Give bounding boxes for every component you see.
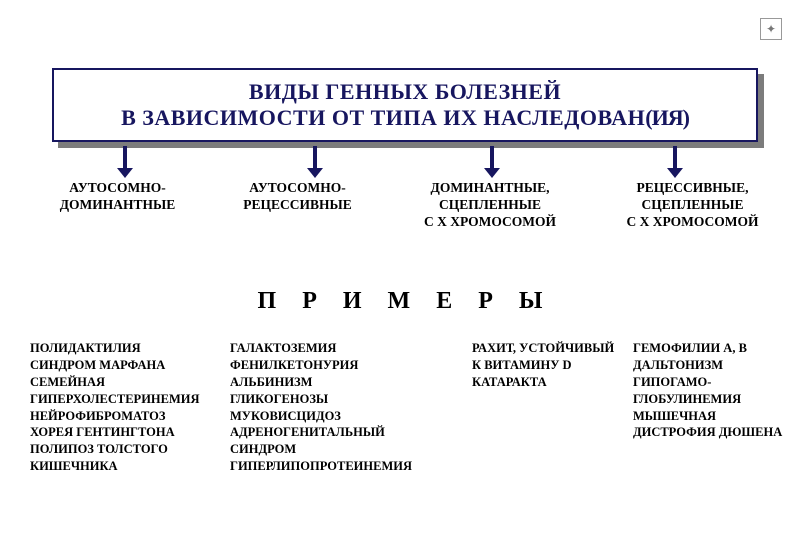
cat-head-x: С Х ХРОМОСОМОЙ xyxy=(626,214,758,231)
example-item: МЫШЕЧНАЯ xyxy=(615,408,790,425)
title-line-2-suffix: (ИЯ) xyxy=(645,105,689,130)
example-item: ГЕМОФИЛИИ А, В xyxy=(615,340,790,357)
example-item: РАХИТ, УСТОЙЧИВЫЙ xyxy=(450,340,625,357)
examples-col-1: ПОЛИДАКТИЛИЯ СИНДРОМ МАРФАНА СЕМЕЙНАЯ ГИ… xyxy=(30,340,230,475)
example-item: СИНДРОМ МАРФАНА xyxy=(30,357,230,374)
example-item: ГЛИКОГЕНОЗЫ xyxy=(230,391,440,408)
title-line-2: В ЗАВИСИМОСТИ ОТ ТИПА ИХ НАСЛЕДОВАН(ИЯ) xyxy=(121,105,689,131)
example-item: КАТАРАКТА xyxy=(450,374,625,391)
category-headers: АУТОСОМНО- ДОМИНАНТНЫЕ АУТОСОМНО- РЕЦЕСС… xyxy=(30,180,790,231)
example-item: ГИПЕРХОЛЕСТЕРИНЕМИЯ xyxy=(30,391,230,408)
examples-row: ПОЛИДАКТИЛИЯ СИНДРОМ МАРФАНА СЕМЕЙНАЯ ГИ… xyxy=(30,340,790,475)
example-item: АЛЬБИНИЗМ xyxy=(230,374,440,391)
corner-decor-icon: ✦ xyxy=(760,18,782,40)
example-item: К ВИТАМИНУ D xyxy=(450,357,625,374)
example-item: ГАЛАКТОЗЕМИЯ xyxy=(230,340,440,357)
cat-head: ДОМИНАНТНЫЕ xyxy=(60,197,176,214)
arrow-icon xyxy=(313,146,317,170)
example-item: СИНДРОМ xyxy=(230,441,440,458)
example-item: ГИПОГАМО- xyxy=(615,374,790,391)
example-item: КИШЕЧНИКА xyxy=(30,458,230,475)
example-item: НЕЙРОФИБРОМАТОЗ xyxy=(30,408,230,425)
title-container: ВИДЫ ГЕННЫХ БОЛЕЗНЕЙ В ЗАВИСИМОСТИ ОТ ТИ… xyxy=(52,68,758,142)
example-item: ХОРЕЯ ГЕНТИНГТОНА xyxy=(30,424,230,441)
category-col-1: АУТОСОМНО- ДОМИНАНТНЫЕ xyxy=(30,180,205,231)
example-item: ПОЛИПОЗ ТОЛСТОГО xyxy=(30,441,230,458)
category-col-4: РЕЦЕССИВНЫЕ, СЦЕПЛЕННЫЕ С Х ХРОМОСОМОЙ xyxy=(595,180,790,231)
arrow-icon xyxy=(123,146,127,170)
example-item: ДАЛЬТОНИЗМ xyxy=(615,357,790,374)
example-item: ГЛОБУЛИНЕМИЯ xyxy=(615,391,790,408)
examples-col-2: ГАЛАКТОЗЕМИЯ ФЕНИЛКЕТОНУРИЯ АЛЬБИНИЗМ ГЛ… xyxy=(230,340,440,475)
example-item: ДИСТРОФИЯ ДЮШЕНА xyxy=(615,424,790,441)
example-item: ФЕНИЛКЕТОНУРИЯ xyxy=(230,357,440,374)
example-item: СЕМЕЙНАЯ xyxy=(30,374,230,391)
example-item: МУКОВИСЦИДОЗ xyxy=(230,408,440,425)
title-line-1: ВИДЫ ГЕННЫХ БОЛЕЗНЕЙ xyxy=(249,79,561,105)
cat-head: ДОМИНАНТНЫЕ, xyxy=(431,180,550,197)
example-item: ГИПЕРЛИПОПРОТЕИНЕМИЯ xyxy=(230,458,440,475)
arrow-icon xyxy=(673,146,677,170)
title-line-2-main: В ЗАВИСИМОСТИ ОТ ТИПА ИХ НАСЛЕДОВАН xyxy=(121,105,645,130)
arrow-icon xyxy=(490,146,494,170)
cat-head-x: С Х ХРОМОСОМОЙ xyxy=(424,214,556,231)
cat-head: АУТОСОМНО- xyxy=(249,180,345,197)
example-item: АДРЕНОГЕНИТАЛЬНЫЙ xyxy=(230,424,440,441)
title-box: ВИДЫ ГЕННЫХ БОЛЕЗНЕЙ В ЗАВИСИМОСТИ ОТ ТИ… xyxy=(52,68,758,142)
category-col-2: АУТОСОМНО- РЕЦЕССИВНЫЕ xyxy=(210,180,385,231)
category-col-3: ДОМИНАНТНЫЕ, СЦЕПЛЕННЫЕ С Х ХРОМОСОМОЙ xyxy=(390,180,590,231)
cat-head: СЦЕПЛЕННЫЕ xyxy=(439,197,541,214)
examples-title: П Р И М Е Р Ы xyxy=(0,288,810,315)
arrows-row xyxy=(52,146,758,180)
cat-head: СЦЕПЛЕННЫЕ xyxy=(641,197,743,214)
cat-head: РЕЦЕССИВНЫЕ, xyxy=(637,180,749,197)
examples-col-3: РАХИТ, УСТОЙЧИВЫЙ К ВИТАМИНУ D КАТАРАКТА xyxy=(450,340,625,475)
examples-col-4: ГЕМОФИЛИИ А, В ДАЛЬТОНИЗМ ГИПОГАМО- ГЛОБ… xyxy=(615,340,790,475)
cat-head: АУТОСОМНО- xyxy=(69,180,165,197)
example-item: ПОЛИДАКТИЛИЯ xyxy=(30,340,230,357)
cat-head: РЕЦЕССИВНЫЕ xyxy=(243,197,352,214)
